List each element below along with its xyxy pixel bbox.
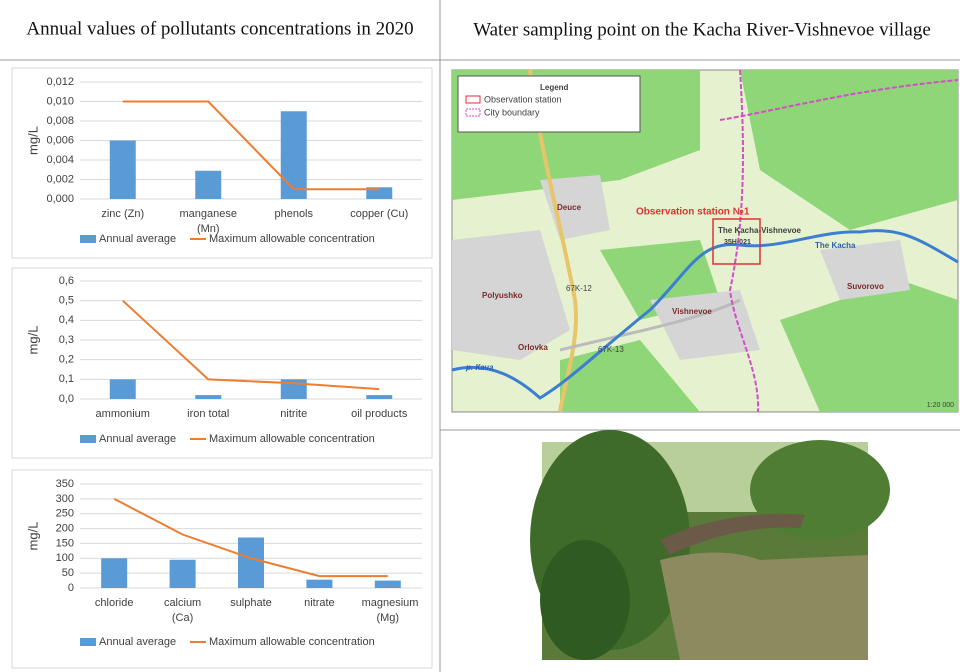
- x-tick-label: nitrite: [280, 408, 308, 420]
- y-tick-label: 0,6: [59, 275, 74, 287]
- y-tick-label: 0,3: [59, 334, 74, 346]
- y-tick-label: 100: [56, 552, 74, 564]
- y-tick-label: 0,000: [46, 193, 74, 205]
- x-tick-label: chloride: [94, 597, 134, 609]
- x-tick-label: oil products: [351, 408, 408, 420]
- y-tick-label: 0,2: [59, 354, 74, 366]
- y-axis-label: mg/L: [25, 126, 40, 155]
- bar: [374, 580, 401, 588]
- x-tick-label: iron total: [187, 408, 230, 420]
- legend-swatch: [80, 235, 96, 243]
- map-label: р. Кача: [465, 363, 494, 372]
- map-label: Suvorovo: [847, 282, 884, 291]
- legend-swatch: [80, 435, 96, 443]
- y-tick-label: 0,5: [59, 295, 74, 307]
- map-label: Deuce: [557, 203, 582, 212]
- map-legend-item: Observation station: [484, 94, 562, 104]
- legend-label: Maximum allowable concentration: [209, 433, 375, 445]
- y-tick-label: 0,002: [46, 173, 74, 185]
- y-tick-label: 0,004: [46, 154, 74, 166]
- y-axis-label: mg/L: [25, 522, 40, 551]
- y-axis-label: mg/L: [25, 326, 40, 355]
- map-legend-item: City boundary: [484, 107, 540, 117]
- chart-frame: [11, 67, 433, 259]
- line: [122, 100, 380, 191]
- panel-title: Water sampling point on the Kacha River-…: [473, 19, 931, 40]
- y-tick-label: 0,1: [59, 373, 74, 385]
- legend-label: Annual average: [99, 233, 176, 245]
- map-scale: 1:20 000: [927, 402, 954, 409]
- legend-swatch: [80, 638, 96, 646]
- x-tick-label: magnesium (Mg): [361, 597, 419, 624]
- y-tick-label: 0,008: [46, 115, 74, 127]
- y-tick-label: 0,0: [59, 393, 74, 405]
- map-label: 35H-021: [724, 239, 751, 246]
- y-tick-label: 0,4: [59, 314, 74, 326]
- map-label: Observation station №1: [636, 207, 750, 218]
- bar: [195, 395, 222, 399]
- y-tick-label: 350: [56, 478, 74, 490]
- map-label: The Kacha: [815, 241, 856, 250]
- panel-title: Annual values of pollutants concentratio…: [26, 18, 413, 39]
- x-tick-label: copper (Cu): [350, 208, 409, 220]
- x-tick-label: calcium (Ca): [163, 597, 202, 624]
- y-tick-label: 0: [68, 582, 74, 594]
- map: Legend Observation station City boundary…: [451, 69, 959, 413]
- map-label: Orlovka: [518, 343, 548, 352]
- legend-label: Maximum allowable concentration: [209, 233, 375, 245]
- bar: [306, 579, 333, 588]
- bar: [109, 379, 136, 399]
- map-label: 67K-13: [598, 345, 624, 354]
- bar: [366, 187, 393, 199]
- bar: [101, 558, 128, 588]
- y-tick-label: 150: [56, 537, 74, 549]
- map-label: Polyushko: [482, 291, 523, 300]
- line: [122, 299, 380, 391]
- bar: [280, 111, 307, 199]
- line: [113, 497, 388, 578]
- x-tick-label: zinc (Zn): [101, 208, 145, 220]
- y-tick-label: 200: [56, 522, 74, 534]
- map-label: Vishnevoe: [672, 307, 712, 316]
- legend-label: Annual average: [99, 636, 176, 648]
- x-tick-label: manganese (Mn): [179, 208, 238, 235]
- x-tick-label: sulphate: [230, 597, 272, 609]
- bar: [169, 559, 196, 588]
- bar: [238, 537, 264, 588]
- map-label: The Kacha-Vishnevoe: [718, 226, 802, 235]
- x-tick-label: nitrate: [304, 597, 335, 609]
- y-tick-label: 0,012: [46, 76, 74, 88]
- map-label: 67K-12: [566, 284, 592, 293]
- y-tick-label: 250: [56, 508, 74, 520]
- map-legend-title: Legend: [540, 83, 569, 92]
- legend-label: Annual average: [99, 433, 176, 445]
- chart-frame: [11, 267, 433, 459]
- y-tick-label: 0,010: [46, 95, 74, 107]
- y-tick-label: 300: [56, 493, 74, 505]
- bar: [366, 395, 393, 399]
- x-tick-label: phenols: [274, 208, 314, 220]
- bar: [195, 170, 222, 199]
- y-tick-label: 50: [62, 567, 74, 579]
- chart-frame: [11, 469, 433, 669]
- legend-label: Maximum allowable concentration: [209, 636, 375, 648]
- bar: [109, 140, 136, 199]
- photo: [530, 430, 890, 660]
- x-tick-label: ammonium: [95, 408, 150, 420]
- y-tick-label: 0,006: [46, 134, 74, 146]
